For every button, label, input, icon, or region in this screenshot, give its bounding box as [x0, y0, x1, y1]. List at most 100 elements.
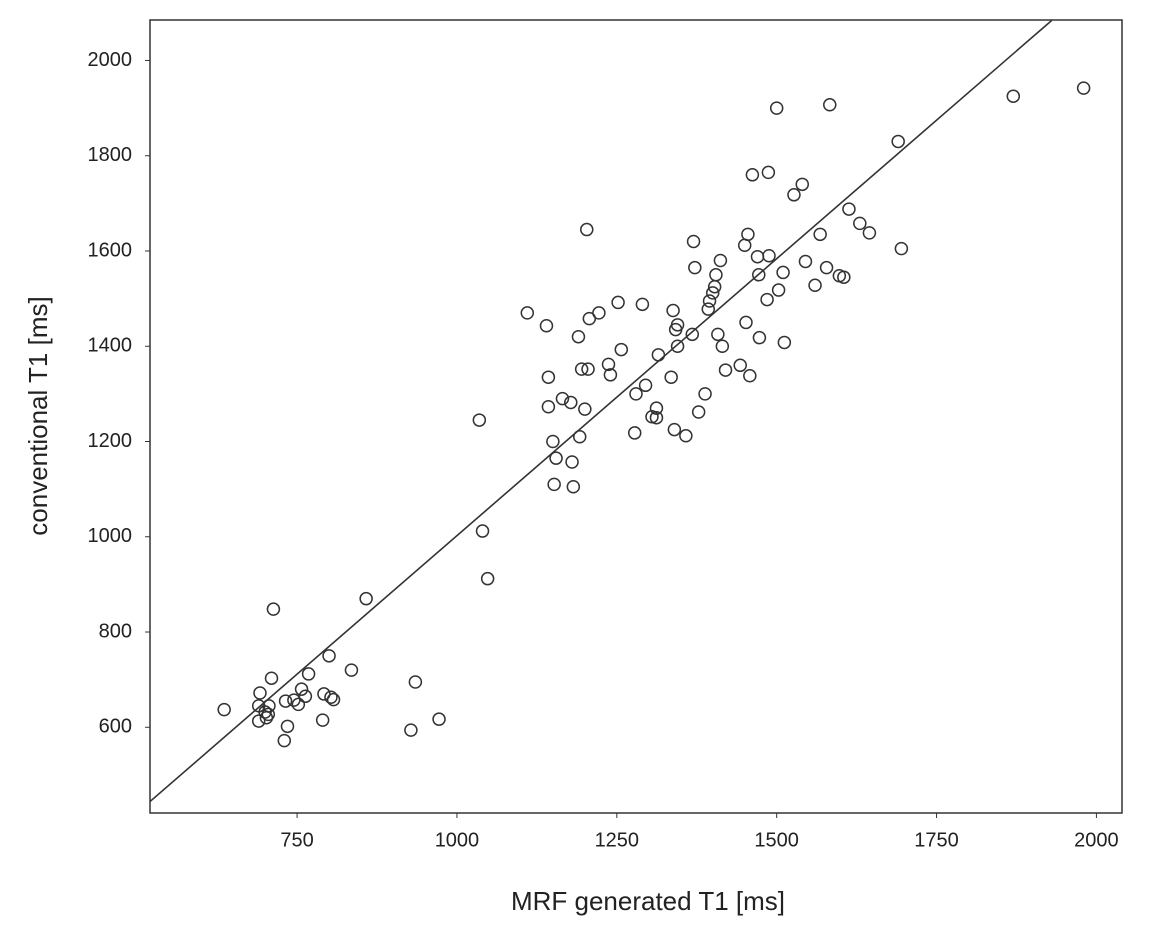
point: [853, 216, 867, 231]
point: [761, 165, 776, 180]
point: [322, 649, 336, 663]
point: [324, 690, 338, 705]
point: [691, 405, 706, 419]
x-tick-label: 1500: [754, 829, 799, 851]
point: [278, 694, 293, 708]
point: [541, 370, 556, 384]
point: [566, 480, 581, 494]
point: [819, 260, 834, 275]
point: [737, 238, 752, 253]
point: [217, 702, 231, 717]
point: [752, 330, 767, 345]
point: [713, 253, 728, 268]
point: [795, 177, 810, 192]
point: [718, 363, 733, 377]
point: [614, 342, 629, 357]
point: [702, 294, 717, 308]
point: [571, 329, 586, 344]
fit-line: [150, 20, 1053, 803]
point: [787, 188, 801, 202]
point: [651, 348, 666, 362]
point: [408, 675, 423, 689]
point: [581, 362, 595, 376]
point: [750, 249, 765, 264]
point: [777, 335, 792, 350]
point: [291, 697, 306, 712]
point: [253, 686, 267, 700]
point: [541, 399, 556, 414]
point: [711, 327, 725, 342]
point: [539, 319, 554, 333]
point: [698, 387, 712, 401]
y-tick-label: 1200: [88, 430, 133, 452]
point: [546, 434, 560, 449]
point: [280, 719, 295, 734]
point: [578, 402, 592, 416]
point: [798, 254, 813, 269]
y-tick-label: 1400: [88, 335, 133, 357]
point: [635, 297, 650, 312]
x-tick-label: 750: [280, 829, 313, 851]
plot-area: [150, 20, 1091, 803]
point: [549, 451, 563, 465]
point: [715, 339, 730, 353]
point: [776, 265, 790, 280]
point: [649, 401, 664, 415]
point: [359, 591, 373, 606]
point: [649, 410, 664, 425]
point: [705, 286, 720, 300]
x-tick-label: 1250: [595, 829, 640, 851]
y-tick-label: 1800: [88, 144, 133, 166]
point: [601, 357, 616, 372]
point: [638, 378, 653, 393]
point: [1076, 81, 1091, 95]
point: [701, 302, 716, 316]
point: [709, 268, 723, 282]
point: [580, 222, 594, 237]
point: [685, 327, 700, 342]
point: [667, 422, 682, 437]
point: [404, 723, 418, 737]
point: [891, 134, 905, 149]
point: [326, 692, 341, 707]
point: [670, 339, 685, 353]
y-tick-label: 1600: [88, 239, 133, 261]
point: [837, 270, 851, 284]
y-tick-label: 800: [99, 620, 132, 642]
point: [1006, 89, 1021, 103]
x-axis-label: MRF generated T1 [ms]: [511, 886, 785, 916]
point: [688, 260, 702, 275]
point: [555, 391, 570, 406]
point: [627, 426, 642, 440]
point: [769, 101, 784, 115]
point: [739, 315, 753, 330]
point: [752, 268, 766, 282]
point: [894, 241, 909, 256]
point: [629, 387, 643, 401]
point: [574, 362, 589, 376]
point: [298, 689, 313, 704]
point: [603, 368, 618, 382]
point: [760, 292, 774, 307]
point: [743, 369, 757, 383]
point: [686, 234, 701, 249]
point: [842, 202, 856, 216]
point: [592, 306, 606, 320]
y-tick-label: 1000: [88, 525, 133, 547]
point: [664, 370, 678, 384]
point: [823, 98, 837, 112]
point: [251, 714, 266, 728]
x-tick-label: 1750: [914, 829, 959, 851]
point: [547, 477, 561, 492]
point: [572, 429, 587, 444]
point: [264, 671, 279, 685]
point: [741, 227, 755, 242]
point: [262, 699, 276, 713]
point: [472, 413, 487, 427]
point: [344, 663, 359, 677]
point: [679, 429, 693, 443]
y-tick-label: 2000: [88, 49, 133, 71]
plot-frame: [149, 19, 1123, 814]
point: [733, 358, 747, 373]
